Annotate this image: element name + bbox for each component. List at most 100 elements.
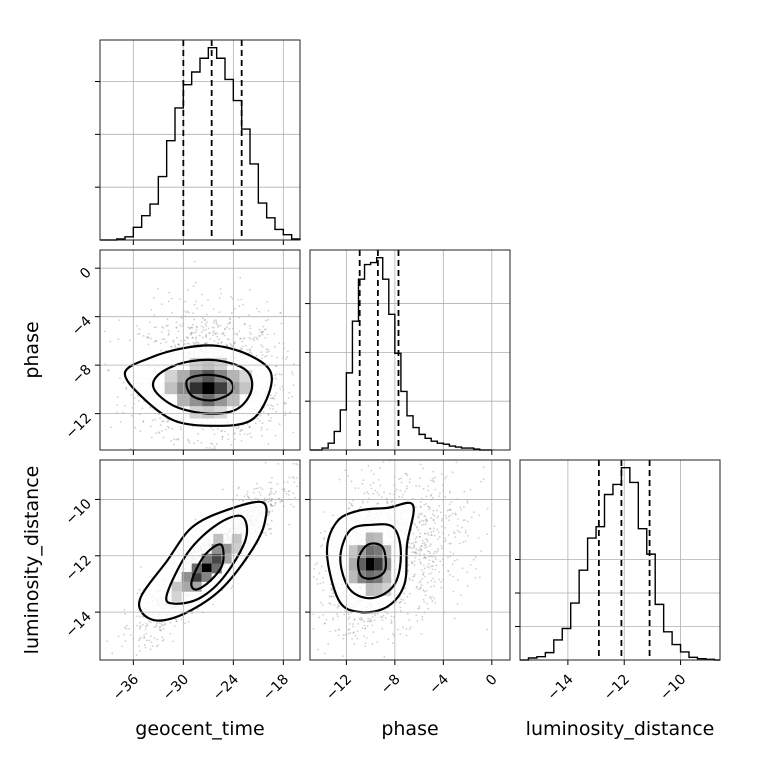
scatter-point: [432, 519, 435, 522]
scatter-point: [419, 547, 421, 549]
scatter-point: [352, 623, 354, 625]
scatter-point: [395, 601, 398, 603]
scatter-point: [415, 484, 417, 487]
scatter-point: [250, 346, 253, 349]
scatter-point: [458, 542, 461, 545]
scatter-point: [400, 600, 402, 603]
scatter-point: [131, 407, 134, 409]
scatter-point: [407, 564, 410, 566]
scatter-point: [430, 517, 433, 520]
scatter-point: [389, 493, 391, 495]
scatter-point: [440, 547, 443, 550]
scatter-point: [165, 341, 168, 343]
scatter-point: [224, 430, 226, 433]
scatter-point: [419, 463, 422, 466]
scatter-point: [240, 298, 243, 301]
scatter-point: [263, 328, 266, 331]
scatter-point: [261, 330, 264, 333]
scatter-point: [278, 342, 281, 344]
scatter-point: [369, 484, 372, 486]
scatter-point: [272, 408, 274, 410]
scatter-point: [261, 422, 264, 425]
scatter-point: [381, 627, 384, 630]
scatter-point: [357, 487, 360, 490]
scatter-point: [161, 325, 163, 328]
scatter-point: [415, 536, 418, 538]
scatter-point: [296, 463, 299, 466]
scatter-point: [260, 429, 263, 431]
scatter-point: [323, 511, 326, 513]
scatter-point: [273, 333, 276, 335]
scatter-point: [398, 478, 400, 481]
scatter-point: [274, 501, 277, 504]
scatter-point: [270, 499, 273, 502]
scatter-point: [322, 581, 325, 584]
scatter-point: [384, 617, 387, 620]
scatter-point: [319, 545, 322, 548]
scatter-point: [409, 592, 412, 595]
scatter-point: [249, 349, 252, 352]
scatter-point: [143, 644, 146, 647]
scatter-point: [269, 419, 272, 422]
scatter-point: [371, 612, 374, 615]
scatter-point: [155, 625, 158, 628]
scatter-point: [255, 354, 258, 357]
scatter-point: [321, 604, 324, 606]
scatter-point: [275, 410, 277, 413]
scatter-point: [217, 341, 219, 344]
scatter-point: [163, 338, 166, 341]
scatter-point: [419, 505, 422, 508]
scatter-point: [289, 411, 291, 414]
scatter-point: [270, 499, 273, 502]
scatter-point: [218, 297, 221, 299]
scatter-point: [139, 625, 142, 627]
panel-bg: [520, 460, 720, 660]
scatter-point: [175, 321, 178, 324]
scatter-point: [383, 491, 385, 494]
scatter-point: [414, 538, 417, 540]
scatter-point: [189, 326, 192, 329]
scatter-point: [205, 342, 208, 344]
scatter-point: [267, 309, 270, 312]
scatter-point: [352, 632, 355, 634]
scatter-point: [107, 369, 110, 372]
scatter-point: [399, 489, 402, 492]
scatter-point: [172, 341, 175, 343]
scatter-point: [403, 592, 405, 595]
scatter-point: [421, 542, 424, 545]
scatter-point: [391, 500, 394, 503]
scatter-point: [263, 499, 266, 502]
scatter-point: [186, 342, 189, 345]
scatter-point: [329, 630, 331, 633]
scatter-point: [175, 327, 178, 329]
scatter-point: [329, 583, 332, 586]
scatter-point: [254, 422, 257, 425]
scatter-point: [265, 351, 268, 354]
scatter-point: [265, 328, 267, 331]
scatter-point: [353, 618, 356, 621]
scatter-point: [419, 477, 421, 480]
scatter-point: [424, 556, 427, 559]
scatter-point: [205, 325, 208, 327]
scatter-point: [150, 641, 153, 643]
density-cell: [239, 382, 253, 395]
scatter-point: [279, 501, 282, 503]
scatter-point: [431, 560, 434, 563]
scatter-point: [268, 497, 271, 500]
scatter-point: [143, 636, 146, 639]
scatter-point: [157, 431, 160, 433]
scatter-point: [357, 623, 360, 625]
scatter-point: [426, 581, 429, 584]
scatter-point: [286, 481, 289, 483]
scatter-point: [103, 330, 106, 333]
scatter-point: [247, 495, 249, 498]
scatter-point: [285, 358, 287, 361]
scatter-point: [181, 325, 184, 327]
scatter-point: [426, 540, 429, 543]
scatter-point: [438, 571, 441, 573]
scatter-point: [291, 476, 294, 479]
scatter-point: [177, 438, 180, 441]
scatter-point: [156, 638, 158, 641]
density-cell: [374, 583, 383, 596]
scatter-point: [414, 556, 416, 559]
